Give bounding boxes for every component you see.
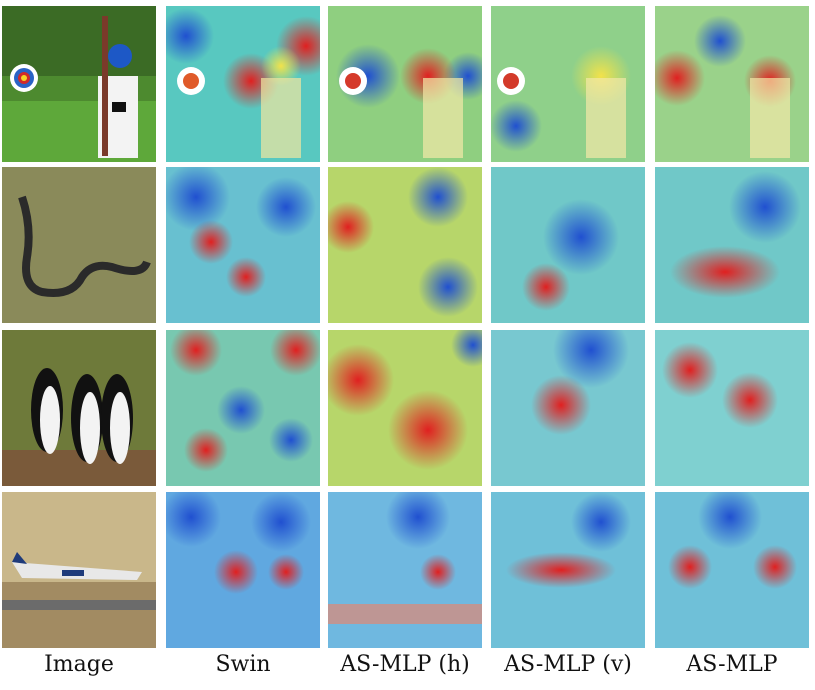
penguin-asmlp-v-heatmap — [491, 330, 645, 486]
column-label-swin: Swin — [215, 652, 271, 677]
archer-asmlp-h-heatmap — [328, 6, 482, 162]
airplane-asmlp-heatmap — [655, 492, 809, 648]
penguin-asmlp-h-heatmap — [328, 330, 482, 486]
column-label-asmlp-v: AS-MLP (v) — [504, 652, 632, 677]
airplane-asmlp-v-heatmap — [491, 492, 645, 648]
airplane-asmlp-h-heatmap — [328, 492, 482, 648]
archer-asmlp-v-heatmap — [491, 6, 645, 162]
column-label-asmlp: AS-MLP — [686, 652, 778, 677]
column-label-image: Image — [44, 652, 114, 677]
snake-asmlp-v-heatmap — [491, 167, 645, 323]
archer-swin-heatmap — [166, 6, 320, 162]
airplane-swin-heatmap — [166, 492, 320, 648]
snake-image — [2, 167, 156, 323]
penguin-swin-heatmap — [166, 330, 320, 486]
snake-asmlp-h-heatmap — [328, 167, 482, 323]
penguin-image — [2, 330, 156, 486]
archer-image — [2, 6, 156, 162]
snake-swin-heatmap — [166, 167, 320, 323]
snake-asmlp-heatmap — [655, 167, 809, 323]
penguin-asmlp-heatmap — [655, 330, 809, 486]
airplane-image — [2, 492, 156, 648]
archer-asmlp-heatmap — [655, 6, 809, 162]
column-label-asmlp-h: AS-MLP (h) — [340, 652, 470, 677]
